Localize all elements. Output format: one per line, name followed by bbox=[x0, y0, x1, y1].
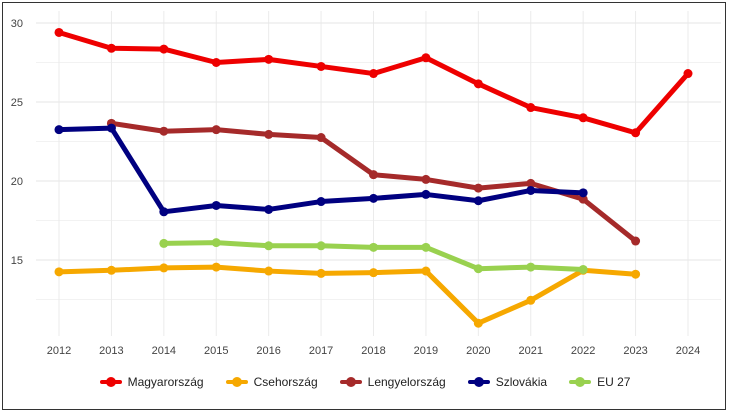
x-tick-label: 2016 bbox=[256, 345, 280, 357]
data-point bbox=[264, 204, 274, 214]
legend-label: Csehország bbox=[253, 375, 318, 389]
x-tick-label: 2013 bbox=[99, 345, 123, 357]
legend-key bbox=[339, 376, 362, 388]
data-point bbox=[211, 200, 221, 210]
data-point bbox=[54, 27, 64, 37]
data-point bbox=[54, 267, 64, 277]
legend-key bbox=[467, 376, 490, 388]
data-point bbox=[159, 44, 169, 54]
data-point bbox=[264, 54, 274, 64]
data-point bbox=[473, 183, 483, 193]
data-point bbox=[369, 193, 378, 203]
data-point bbox=[211, 58, 221, 67]
legend-item: Magyarország bbox=[99, 375, 204, 389]
data-point bbox=[473, 79, 483, 89]
series-szlov-kia bbox=[54, 123, 588, 217]
x-tick-label: 2014 bbox=[152, 345, 176, 357]
chart-frame: 15 20 25 30 2012 2013 2014 2015 2016 2017 2018 201… bbox=[2, 2, 726, 410]
legend-key bbox=[225, 376, 248, 388]
data-point bbox=[526, 185, 536, 195]
data-point bbox=[578, 264, 588, 274]
x-tick-label: 2021 bbox=[519, 345, 543, 357]
x-tick-label: 2020 bbox=[466, 345, 490, 357]
data-point bbox=[526, 262, 536, 272]
x-tick-label: 2015 bbox=[204, 345, 228, 357]
data-point bbox=[578, 188, 588, 198]
data-point bbox=[211, 125, 221, 135]
legend-item: Lengyelország bbox=[339, 375, 446, 389]
data-point bbox=[54, 125, 64, 135]
data-point bbox=[316, 133, 326, 143]
y-axis-ticks: 15 20 25 30 bbox=[11, 18, 23, 267]
x-tick-label: 2018 bbox=[361, 345, 385, 357]
data-point bbox=[473, 196, 483, 206]
x-tick-label: 2022 bbox=[571, 345, 595, 357]
data-point bbox=[159, 238, 169, 248]
data-point bbox=[631, 269, 641, 279]
data-point bbox=[421, 242, 431, 252]
legend-item: EU 27 bbox=[569, 375, 630, 389]
y-tick-label: 20 bbox=[11, 176, 23, 188]
data-point bbox=[631, 236, 641, 246]
data-point bbox=[211, 238, 221, 248]
major-grid bbox=[36, 11, 721, 336]
data-point bbox=[369, 268, 378, 278]
y-tick-label: 25 bbox=[11, 97, 23, 109]
legend-label: Magyarország bbox=[127, 375, 204, 389]
data-point bbox=[421, 174, 431, 184]
legend-label: Lengyelország bbox=[367, 375, 446, 389]
y-tick-label: 15 bbox=[11, 255, 23, 267]
x-axis-ticks: 2012 2013 2014 2015 2016 2017 2018 2019 2020 2021… bbox=[47, 345, 700, 357]
data-point bbox=[316, 61, 326, 71]
data-point bbox=[106, 265, 116, 275]
legend-item: Csehország bbox=[225, 375, 318, 389]
data-point bbox=[526, 103, 536, 113]
series-magyarorsz-g bbox=[54, 27, 693, 138]
data-point bbox=[264, 129, 274, 139]
x-tick-label: 2012 bbox=[47, 345, 71, 357]
data-point bbox=[369, 242, 378, 252]
data-point bbox=[421, 53, 431, 63]
series-lengyelorsz-g bbox=[106, 118, 641, 246]
data-point bbox=[631, 128, 641, 138]
data-point bbox=[683, 69, 693, 79]
series-line bbox=[56, 264, 639, 326]
data-point bbox=[421, 266, 431, 276]
data-point bbox=[264, 241, 274, 251]
data-point bbox=[369, 170, 378, 180]
data-point bbox=[316, 197, 326, 207]
data-point bbox=[473, 318, 483, 328]
data-point bbox=[526, 178, 536, 188]
data-point bbox=[369, 69, 378, 79]
x-tick-label: 2019 bbox=[414, 345, 438, 357]
data-point bbox=[106, 43, 116, 53]
x-tick-label: 2024 bbox=[676, 345, 700, 357]
data-point bbox=[421, 189, 431, 199]
legend-key bbox=[99, 376, 122, 388]
legend-label: EU 27 bbox=[597, 375, 631, 389]
legend: Magyarország Csehország Lengyelország Szlov… bbox=[3, 375, 727, 389]
data-point bbox=[211, 262, 221, 272]
series-eu-27 bbox=[159, 238, 588, 274]
legend-label: Szlovákia bbox=[495, 375, 548, 389]
data-point bbox=[106, 123, 116, 133]
data-point bbox=[159, 126, 169, 136]
series-layer bbox=[54, 27, 693, 328]
x-tick-label: 2017 bbox=[309, 345, 333, 357]
data-point bbox=[159, 263, 169, 273]
data-point bbox=[159, 207, 169, 217]
data-point bbox=[316, 241, 326, 251]
legend-item: Szlovákia bbox=[467, 375, 548, 389]
data-point bbox=[264, 266, 274, 276]
data-point bbox=[578, 194, 588, 204]
x-tick-label: 2023 bbox=[623, 345, 647, 357]
data-point bbox=[473, 264, 483, 274]
data-point bbox=[578, 113, 588, 123]
data-point bbox=[316, 268, 326, 278]
legend-key bbox=[569, 376, 592, 388]
data-point bbox=[526, 295, 536, 305]
y-tick-label: 30 bbox=[11, 18, 23, 30]
series-csehorsz-g bbox=[54, 262, 641, 328]
